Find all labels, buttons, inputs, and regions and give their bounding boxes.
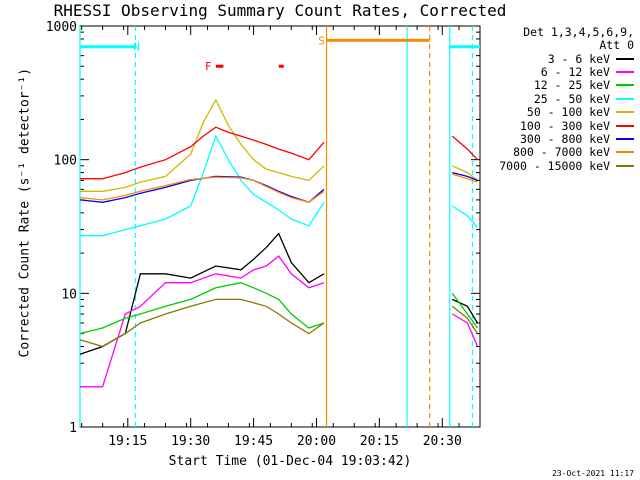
series-line-4 — [80, 98, 325, 192]
series-line-3 — [80, 134, 325, 237]
legend-label: 12 - 25 keV — [533, 78, 610, 93]
legend-item: 25 - 50 keV — [482, 91, 634, 106]
series-line-0 — [79, 232, 325, 355]
legend-item: 100 - 300 keV — [482, 118, 634, 133]
legend-swatch — [616, 124, 634, 127]
series-line-7 — [452, 173, 478, 183]
legend-swatch — [616, 151, 634, 154]
legend-swatch — [616, 111, 634, 114]
series-line-7 — [79, 176, 325, 204]
legend-label: 300 - 800 keV — [519, 132, 610, 147]
legend-label: 800 - 7000 keV — [513, 145, 610, 160]
flag-label-n: N — [133, 41, 140, 54]
series-line-0 — [452, 298, 479, 324]
legend-item: 12 - 25 keV — [482, 78, 634, 93]
y-axis-title: Corrected Count Rate (s⁻¹ detector⁻¹) — [17, 67, 33, 358]
legend-rows: 3 - 6 keV 6 - 12 keV 12 - 25 keV 25 - 50 ke… — [482, 52, 634, 173]
series-line-3 — [451, 205, 478, 229]
series-line-6 — [79, 175, 325, 204]
y-tick-label: 1000 — [46, 20, 77, 35]
legend-label: 7000 - 15000 keV — [499, 158, 610, 173]
legend-swatch — [616, 71, 634, 74]
legend-header-line-2: Att 0 — [599, 38, 634, 52]
x-axis-title: Start Time (01-Dec-04 19:03:42) — [168, 454, 412, 469]
legend-item: 7000 - 15000 keV — [482, 158, 634, 173]
series-line-1 — [451, 313, 479, 347]
legend: Det 1,3,4,5,6,9, Att 0 3 - 6 keV 6 - 12 k… — [482, 26, 634, 173]
series-line-5 — [451, 135, 478, 161]
legend-item: 6 - 12 keV — [482, 65, 634, 80]
legend-swatch — [616, 164, 634, 167]
legend-item: 800 - 7000 keV — [482, 145, 634, 160]
legend-swatch — [616, 84, 634, 87]
x-tick-label: 19:15 — [108, 434, 147, 449]
legend-item: 50 - 100 keV — [482, 105, 634, 120]
legend-label: 3 - 6 keV — [547, 51, 610, 66]
legend-swatch — [616, 97, 634, 100]
chart-title: RHESSI Observing Summary Count Rates, Co… — [53, 1, 507, 20]
series-line-2 — [451, 292, 479, 329]
flag-label-s: S — [318, 34, 325, 47]
legend-label: 25 - 50 keV — [533, 91, 610, 106]
series-line-5 — [80, 126, 325, 180]
legend-header-line-1: Det 1,3,4,5,6,9, — [523, 25, 634, 39]
legend-item: 300 - 800 keV — [482, 132, 634, 147]
series-line-8 — [79, 298, 325, 348]
y-tick-label: 100 — [54, 154, 77, 169]
x-tick-label: 20:15 — [360, 434, 399, 449]
legend-item: 3 - 6 keV — [482, 51, 634, 66]
y-tick-label: 1 — [69, 421, 77, 436]
timestamp-footer: 23-Oct-2021 11:17 — [552, 469, 634, 478]
legend-swatch — [616, 57, 634, 60]
series-line-6 — [452, 171, 478, 182]
x-tick-label: 20:00 — [297, 434, 336, 449]
series-line-2 — [79, 282, 325, 335]
flag-label-f: F — [205, 60, 212, 73]
x-tick-label: 19:45 — [234, 434, 273, 449]
series-line-1 — [80, 255, 325, 388]
y-tick-label: 10 — [61, 287, 77, 302]
legend-label: 100 - 300 keV — [519, 118, 610, 133]
x-tick-label: 20:30 — [423, 434, 462, 449]
legend-swatch — [616, 138, 634, 141]
x-tick-label: 19:30 — [171, 434, 210, 449]
series-line-8 — [451, 305, 479, 334]
legend-label: 6 - 12 keV — [540, 65, 610, 80]
series-line-4 — [452, 165, 478, 181]
legend-label: 50 - 100 keV — [526, 105, 610, 120]
